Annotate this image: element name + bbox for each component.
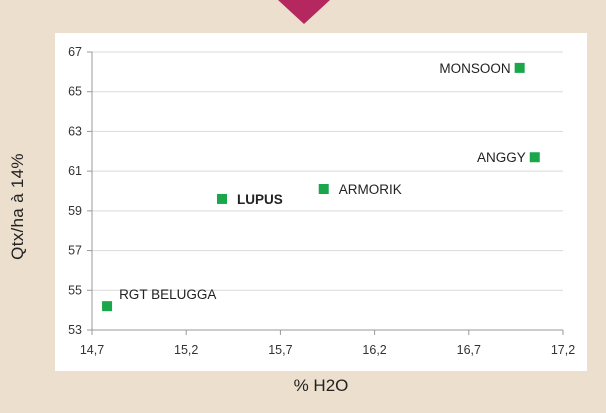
x-tick-label: 16,7: [457, 343, 481, 357]
y-tick-label: 65: [68, 85, 82, 99]
data-point: [529, 152, 540, 163]
y-tick-label: 57: [68, 244, 82, 258]
x-tick-label: 14,7: [80, 343, 104, 357]
data-label: ANGGY: [477, 150, 526, 165]
data-point: [514, 62, 525, 73]
y-axis-label: Qtx/ha à 14%: [8, 153, 27, 260]
data-label: MONSOON: [439, 61, 510, 76]
y-tick-label: 53: [68, 323, 82, 337]
pointer-triangle-decoration: [278, 0, 330, 24]
data-label: ARMORIK: [339, 182, 402, 197]
data-point: [318, 184, 329, 195]
data-point: [102, 301, 113, 312]
y-tick-label: 61: [68, 164, 82, 178]
data-label: LUPUS: [237, 192, 283, 207]
x-tick-label: 15,7: [268, 343, 292, 357]
data-point: [216, 193, 227, 204]
scatter-chart: 53 55 57 59 61 63 65 67 14,7 15,2 15,7 16,2 16,7 17,2…: [68, 45, 575, 357]
y-tick-label: 55: [68, 283, 82, 297]
chart-plot-area: 53 55 57 59 61 63 65 67 14,7 15,2 15,7 16,2 16,7 17,2…: [55, 33, 587, 371]
y-tick-label: 63: [68, 124, 82, 138]
y-tick-label: 67: [68, 45, 82, 59]
x-axis-label: % H2O: [293, 376, 349, 395]
x-tick-label: 16,2: [362, 343, 386, 357]
x-tick-label: 17,2: [551, 343, 575, 357]
y-tick-label: 59: [68, 204, 82, 218]
data-label: RGT BELUGGA: [119, 287, 216, 302]
x-tick-label: 15,2: [174, 343, 198, 357]
